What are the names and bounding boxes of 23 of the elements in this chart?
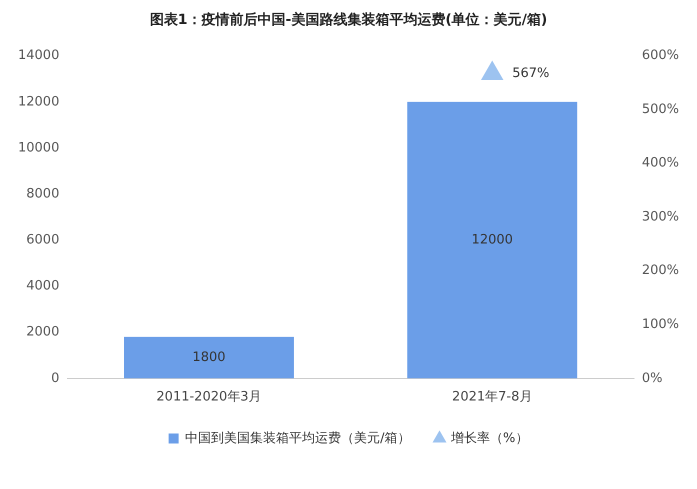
y2-tick-label: 600% [642, 48, 680, 64]
y2-tick-label: 100% [642, 317, 680, 332]
y-tick-label: 12000 [18, 94, 60, 110]
y-tick-label: 10000 [18, 140, 60, 156]
x-tick-label: 2011-2020年3月 [156, 390, 262, 405]
y-tick-label: 0 [51, 370, 60, 386]
legend-label: 中国到美国集装箱平均运费（美元/箱） [185, 430, 411, 446]
y2-tick-label: 200% [642, 263, 680, 278]
y-tick-label: 6000 [26, 232, 60, 248]
y-tick-label: 2000 [26, 324, 60, 340]
data-label: 567% [512, 66, 550, 81]
y2-tick-label: 300% [642, 209, 680, 224]
y-tick-label: 4000 [26, 278, 60, 294]
data-label: 12000 [472, 232, 513, 248]
legend-label: 增长率（%） [450, 430, 528, 446]
data-label: 1800 [192, 350, 226, 366]
x-tick-label: 2021年7-8月 [452, 390, 532, 405]
y2-tick-label: 500% [642, 102, 680, 117]
y2-tick-label: 400% [642, 156, 680, 171]
y2-tick-label: 0% [642, 370, 662, 386]
chart-title: 图表1：疫情前后中国-美国路线集装箱平均运费(单位：美元/箱) [148, 10, 548, 30]
y-tick-label: 8000 [26, 186, 60, 202]
y-tick-label: 14000 [18, 48, 60, 64]
